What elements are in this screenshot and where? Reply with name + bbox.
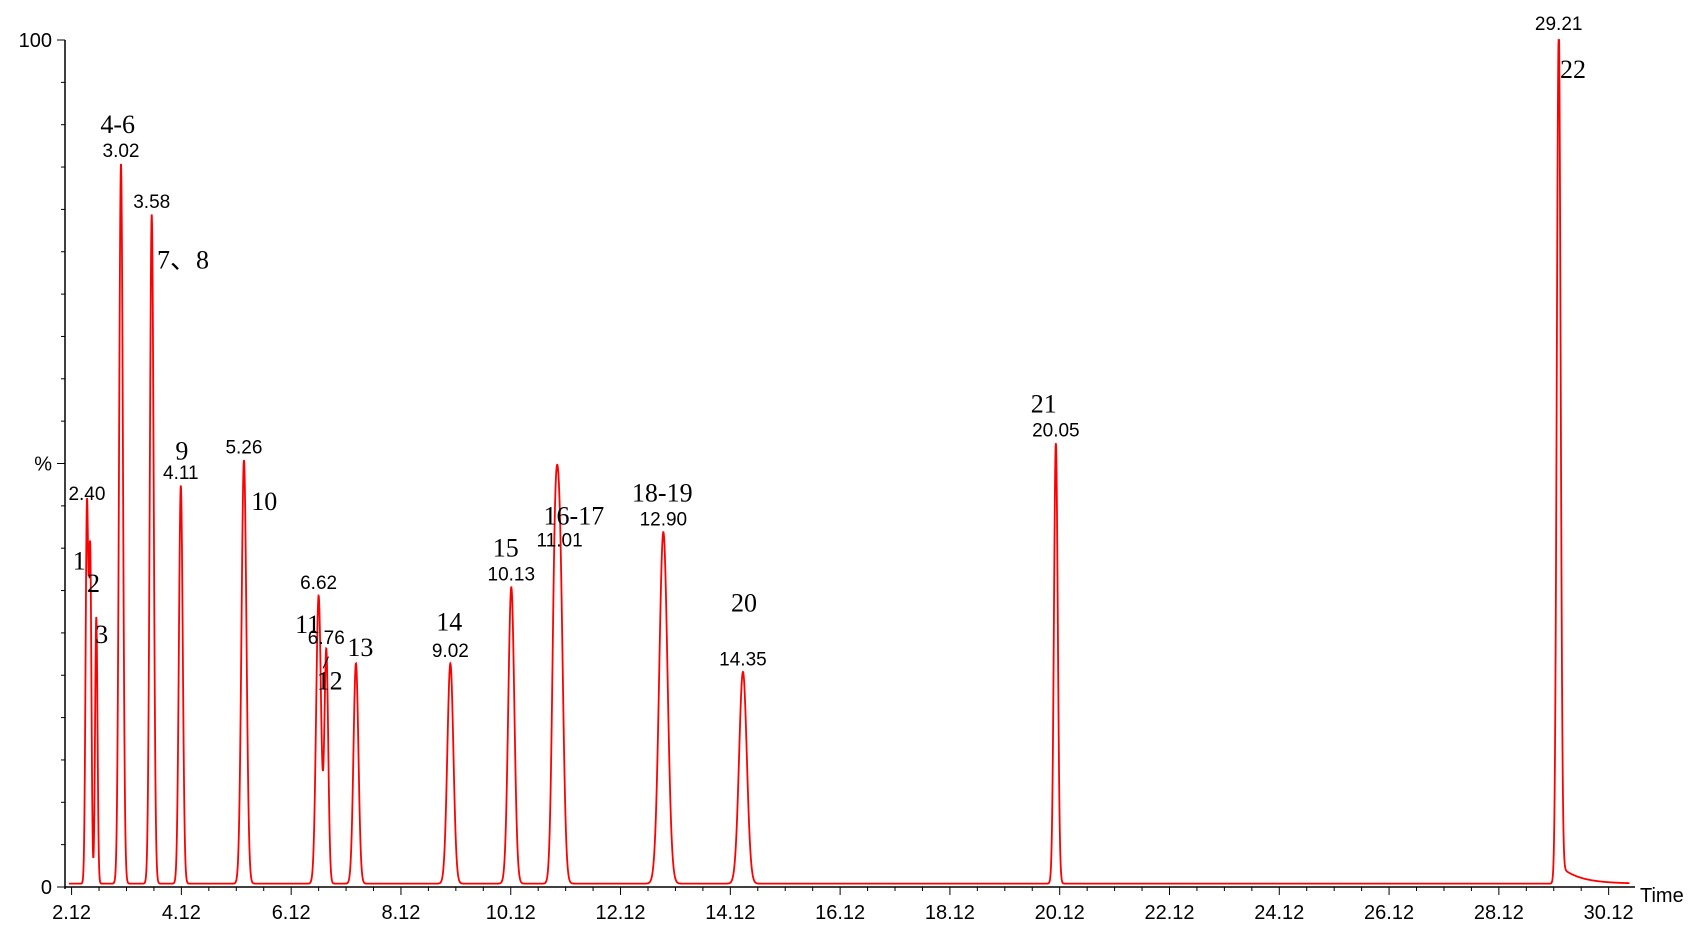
retention-time-label: 29.21 <box>1535 14 1583 35</box>
retention-time-label: 6.62 <box>300 573 337 594</box>
x-tick-label: 14.12 <box>705 902 755 924</box>
retention-time-label: 2.40 <box>68 484 105 505</box>
peak-number-label: 11 <box>295 610 320 639</box>
retention-time-label: 12.90 <box>640 509 688 530</box>
retention-time-label: 4.11 <box>163 463 199 484</box>
retention-time-label: 14.35 <box>719 649 767 670</box>
x-tick-label: 20.12 <box>1035 902 1085 924</box>
peak-number-label: 15 <box>493 534 519 563</box>
x-tick-label: 30.12 <box>1584 902 1634 924</box>
retention-time-label: 3.58 <box>133 192 170 213</box>
peak-number-label: 4-6 <box>100 110 135 139</box>
x-tick-label: 18.12 <box>925 902 975 924</box>
peak-number-label: 10 <box>251 487 277 516</box>
x-tick-label: 16.12 <box>815 902 865 924</box>
peak-number-label: 18-19 <box>632 479 693 508</box>
peak-number-label: 3 <box>95 620 108 649</box>
retention-time-label: 10.13 <box>488 565 536 586</box>
retention-time-label: 3.02 <box>103 141 140 162</box>
peak-number-label: 7、8 <box>157 246 209 275</box>
x-tick-label: 22.12 <box>1144 902 1194 924</box>
x-tick-label: 8.12 <box>381 902 420 924</box>
y-tick-label: 100 <box>19 30 52 52</box>
peak-number-label: 9 <box>175 436 188 465</box>
peak-number-label: 2 <box>87 569 100 598</box>
peak-number-label: 13 <box>347 633 373 662</box>
x-axis-label: Time <box>1640 885 1684 907</box>
peak-number-label: 1 <box>73 546 86 575</box>
x-tick-label: 6.12 <box>272 902 311 924</box>
x-tick-label: 4.12 <box>162 902 201 924</box>
peak-number-label: 12 <box>317 667 343 696</box>
x-tick-label: 26.12 <box>1364 902 1414 924</box>
y-tick-label: 0 <box>41 877 52 899</box>
label-leader-line <box>322 656 329 669</box>
axes: 0% 100 2.12 4.12 6.12 8.12 10.12 12.12 14.12 16.1… <box>19 30 1684 924</box>
x-tick-label: 10.12 <box>486 902 536 924</box>
x-tick-label: 2.12 <box>52 902 91 924</box>
chromatogram-trace <box>68 39 1630 885</box>
peak-number-label: 20 <box>731 589 757 618</box>
peak-number-label: 16-17 <box>544 501 605 530</box>
x-tick-label: 28.12 <box>1474 902 1524 924</box>
peak-number-label: 21 <box>1031 390 1057 419</box>
retention-time-label: 9.02 <box>432 641 469 662</box>
x-tick-label: 24.12 <box>1254 902 1304 924</box>
retention-time-label: 5.26 <box>225 438 262 459</box>
retention-time-label: 11.01 <box>537 531 583 552</box>
trace-line <box>68 39 1630 885</box>
y-tick-label: % <box>34 454 52 476</box>
retention-time-label: 6.76 <box>308 628 345 649</box>
x-tick-label: 12.12 <box>596 902 646 924</box>
peak-labels: 2.40 3.02 3.58 4.11 5.26 6.62 6.76 9.02 10.1311.… <box>68 14 1586 696</box>
peak-number-label: 14 <box>436 607 462 636</box>
retention-time-label: 20.05 <box>1032 421 1080 442</box>
peak-number-label: 22 <box>1560 55 1586 84</box>
